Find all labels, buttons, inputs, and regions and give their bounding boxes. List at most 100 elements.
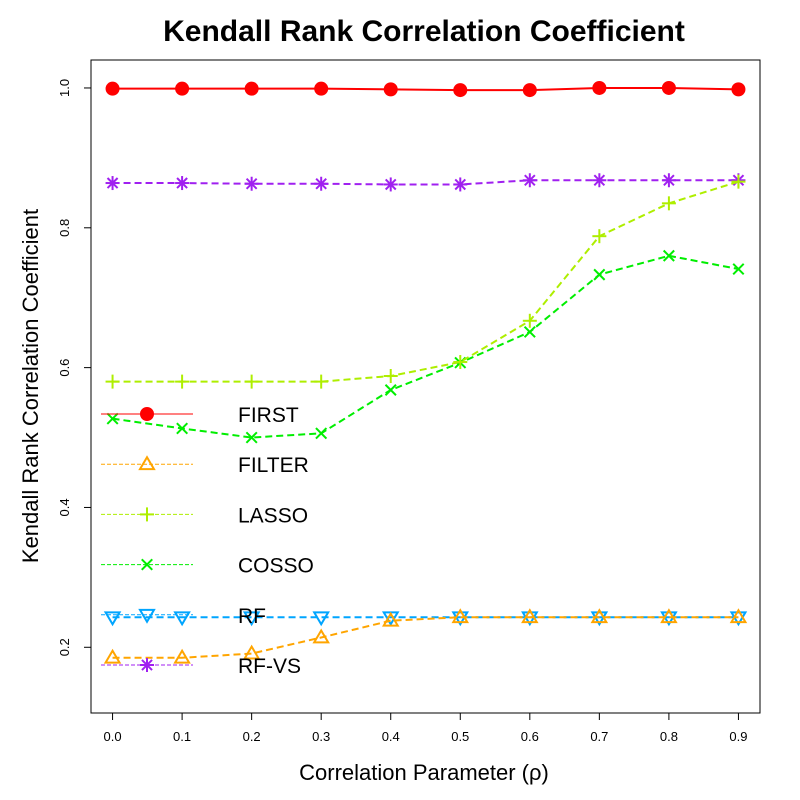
data-point-first bbox=[731, 82, 746, 97]
data-point-rf-vs bbox=[175, 176, 190, 191]
y-tick-label: 0.6 bbox=[57, 359, 72, 377]
data-point-lasso bbox=[175, 374, 190, 389]
data-point-lasso bbox=[314, 374, 329, 389]
axes: 0.0 0.1 0.2 0.3 0.4 0.5 0.6 0.7 0.8 0.9 0.2 0.4 0.6 0… bbox=[57, 79, 747, 744]
data-point-cosso bbox=[593, 268, 606, 281]
data-point-rf-vs bbox=[661, 173, 676, 188]
data-point-first bbox=[105, 81, 120, 96]
data-point-filter bbox=[312, 628, 330, 644]
data-point-filter bbox=[173, 648, 191, 664]
data-point-lasso bbox=[244, 374, 259, 389]
chart-title: Kendall Rank Correlation Coefficient bbox=[163, 15, 685, 48]
legend-label-rf: RF bbox=[238, 605, 266, 628]
legend: FIRST FILTER LASSO COSSO RF RF-VS bbox=[101, 404, 314, 678]
data-point-cosso bbox=[523, 326, 536, 338]
legend-label-lasso: LASSO bbox=[238, 504, 308, 527]
y-axis-title: Kendall Rank Correlation Coefficient bbox=[18, 209, 43, 563]
y-tick-label: 1.0 bbox=[57, 79, 72, 97]
data-point-lasso bbox=[105, 374, 120, 389]
data-point-filter bbox=[590, 608, 609, 624]
data-point-lasso bbox=[383, 369, 398, 384]
legend-item-lasso: LASSO bbox=[101, 504, 308, 527]
x-tick-label: 0.1 bbox=[173, 729, 191, 744]
legend-label-cosso: COSSO bbox=[238, 555, 314, 578]
data-point-rf bbox=[312, 611, 330, 627]
data-point-rf bbox=[729, 611, 748, 627]
series-first bbox=[105, 80, 746, 98]
y-tick-label: 0.4 bbox=[57, 498, 72, 516]
x-tick-label: 0.4 bbox=[382, 729, 400, 744]
series-rf-vs bbox=[105, 173, 746, 192]
x-tick-label: 0.9 bbox=[729, 729, 747, 744]
y-tick-label: 0.8 bbox=[57, 219, 72, 237]
data-point-rf bbox=[451, 611, 470, 627]
data-point-filter bbox=[729, 608, 748, 624]
series-filter bbox=[103, 608, 748, 664]
legend-marker-lasso bbox=[140, 507, 154, 522]
data-point-rf-vs bbox=[244, 176, 259, 191]
legend-item-cosso: COSSO bbox=[101, 555, 314, 578]
data-point-rf-vs bbox=[453, 177, 468, 192]
data-point-first bbox=[522, 83, 537, 98]
data-point-cosso bbox=[106, 412, 119, 425]
data-point-rf bbox=[590, 611, 609, 627]
legend-item-rf: RF bbox=[101, 605, 266, 628]
data-point-rf-vs bbox=[383, 177, 398, 192]
series-cosso bbox=[106, 249, 745, 444]
legend-label-filter: FILTER bbox=[238, 454, 309, 477]
legend-label-rf-vs: RF-VS bbox=[238, 655, 301, 678]
data-point-rf-vs bbox=[592, 173, 607, 188]
data-point-rf bbox=[242, 611, 261, 627]
legend-marker-rf-vs bbox=[140, 658, 154, 672]
legend-label-first: FIRST bbox=[238, 404, 299, 427]
data-point-lasso bbox=[522, 313, 537, 328]
series-rf bbox=[103, 611, 748, 627]
data-point-first bbox=[175, 81, 190, 96]
data-point-filter bbox=[451, 608, 470, 624]
data-point-cosso bbox=[315, 427, 328, 440]
x-tick-label: 0.0 bbox=[104, 729, 122, 744]
x-tick-label: 0.3 bbox=[312, 729, 330, 744]
data-point-rf-vs bbox=[314, 176, 329, 191]
data-point-filter bbox=[242, 644, 261, 660]
data-point-first bbox=[383, 82, 398, 97]
x-axis-title: Correlation Parameter (ρ) bbox=[299, 760, 549, 785]
series-line-lasso bbox=[112, 180, 739, 383]
series-line-filter bbox=[112, 616, 739, 659]
data-point-rf bbox=[103, 611, 122, 627]
data-point-lasso bbox=[661, 196, 676, 211]
data-point-lasso bbox=[592, 229, 607, 244]
series-layer bbox=[103, 80, 748, 664]
legend-item-rf-vs: RF-VS bbox=[101, 655, 301, 678]
data-point-filter bbox=[103, 648, 122, 664]
legend-item-filter: FILTER bbox=[101, 454, 309, 477]
data-point-filter bbox=[381, 611, 400, 627]
data-point-rf bbox=[521, 611, 539, 627]
data-point-cosso bbox=[384, 384, 397, 396]
data-point-first bbox=[592, 80, 607, 95]
data-point-cosso bbox=[662, 249, 675, 262]
data-point-rf-vs bbox=[522, 173, 537, 188]
data-point-first bbox=[314, 81, 329, 96]
legend-marker-rf bbox=[138, 608, 156, 624]
series-lasso bbox=[105, 174, 746, 389]
series-line-rf-vs bbox=[112, 179, 739, 186]
legend-item-first: FIRST bbox=[101, 404, 299, 427]
data-point-rf bbox=[660, 611, 678, 627]
data-point-first bbox=[244, 81, 259, 96]
x-tick-label: 0.8 bbox=[660, 729, 678, 744]
data-point-filter bbox=[521, 608, 539, 624]
legend-marker-first bbox=[140, 407, 154, 421]
data-point-first bbox=[661, 80, 676, 95]
data-point-lasso bbox=[453, 355, 468, 370]
data-point-first bbox=[453, 83, 468, 98]
x-tick-label: 0.7 bbox=[590, 729, 608, 744]
data-point-cosso bbox=[176, 422, 189, 435]
data-point-rf-vs bbox=[105, 176, 120, 191]
data-point-cosso bbox=[732, 263, 745, 276]
series-line-cosso bbox=[112, 254, 739, 439]
legend-marker-filter bbox=[138, 455, 156, 471]
legend-marker-cosso bbox=[141, 558, 153, 571]
x-tick-label: 0.5 bbox=[451, 729, 469, 744]
